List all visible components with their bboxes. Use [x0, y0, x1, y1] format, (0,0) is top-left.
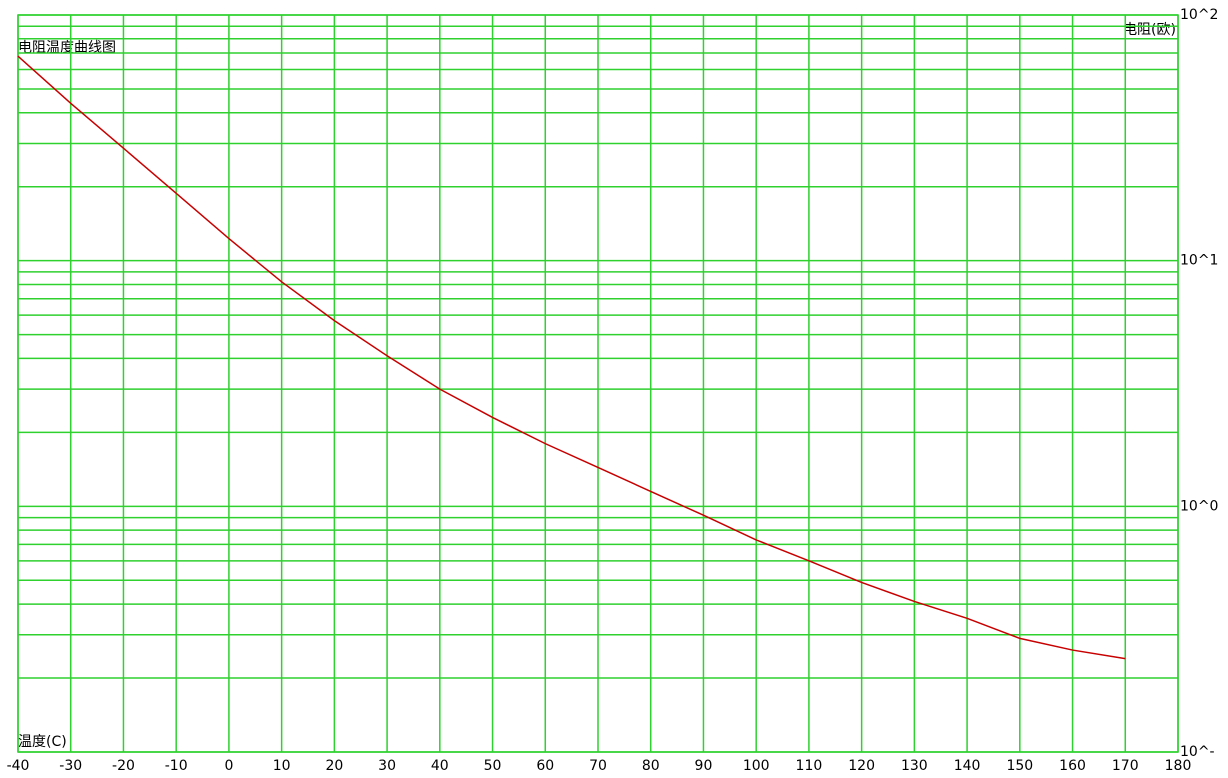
x-tick-label: 50	[484, 758, 502, 774]
x-tick-label: 110	[796, 758, 823, 774]
y-tick-label: 10^0	[1180, 498, 1218, 514]
x-tick-label: 80	[642, 758, 660, 774]
y-axis-label: 电阻(欧)	[1123, 22, 1176, 38]
x-tick-label: 10	[273, 758, 291, 774]
x-axis-label: 温度(C)	[18, 734, 67, 750]
x-tick-label: 170	[1112, 758, 1139, 774]
x-tick-label: 100	[743, 758, 770, 774]
x-tick-label: 120	[848, 758, 875, 774]
x-tick-label: 20	[325, 758, 343, 774]
x-tick-label: 160	[1059, 758, 1086, 774]
x-tick-label: -40	[7, 758, 30, 774]
x-tick-label: 0	[224, 758, 233, 774]
y-tick-label: 10^-	[1180, 744, 1215, 760]
x-tick-label: 180	[1165, 758, 1192, 774]
y-tick-label: 10^1	[1180, 253, 1218, 269]
x-tick-label: 30	[378, 758, 396, 774]
chart-title: 电阻温度曲线图	[18, 40, 116, 56]
x-tick-label: -30	[59, 758, 82, 774]
x-tick-label: 40	[431, 758, 449, 774]
x-tick-label: -20	[112, 758, 135, 774]
x-tick-label: 60	[536, 758, 554, 774]
x-tick-label: 150	[1006, 758, 1033, 774]
data-line	[17, 55, 1126, 660]
x-tick-label: 90	[695, 758, 713, 774]
x-tick-label: 70	[589, 758, 607, 774]
x-tick-label: -10	[165, 758, 188, 774]
y-tick-label: 10^2	[1180, 7, 1218, 23]
x-tick-label: 140	[954, 758, 981, 774]
x-tick-label: 130	[901, 758, 928, 774]
